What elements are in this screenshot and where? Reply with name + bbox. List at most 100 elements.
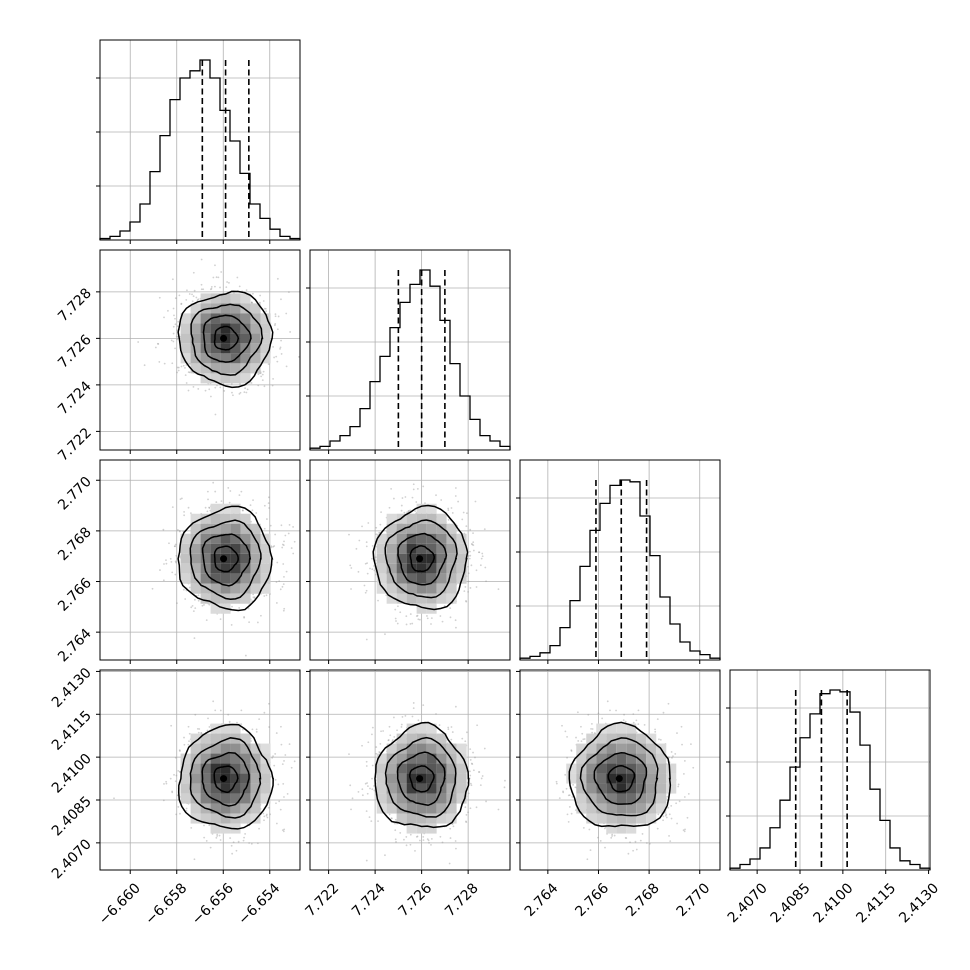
scatter-point bbox=[258, 718, 261, 721]
scatter-point bbox=[219, 618, 222, 621]
scatter-point bbox=[165, 562, 168, 565]
scatter-point bbox=[394, 617, 397, 620]
scatter-point bbox=[477, 771, 480, 773]
scatter-point bbox=[472, 544, 475, 547]
contour-level-1 bbox=[396, 751, 446, 807]
scatter-point bbox=[266, 813, 268, 816]
contour-level-1 bbox=[202, 314, 252, 363]
scatter-point bbox=[283, 760, 285, 762]
scatter-point bbox=[193, 637, 196, 640]
scatter-point bbox=[179, 530, 181, 533]
scatter-point bbox=[470, 762, 473, 765]
density-cell bbox=[436, 553, 447, 564]
scatter-point bbox=[363, 584, 366, 587]
scatter-point bbox=[441, 841, 444, 844]
density-cell bbox=[386, 773, 397, 784]
contour-level-2 bbox=[579, 737, 659, 817]
density-cell bbox=[456, 743, 467, 754]
scatter-point bbox=[424, 502, 426, 505]
scatter-point bbox=[179, 812, 181, 815]
scatter-point bbox=[165, 782, 168, 785]
density-cell bbox=[626, 823, 637, 834]
scatter-point bbox=[481, 775, 484, 777]
scatter-point bbox=[558, 797, 561, 800]
density-cell bbox=[220, 313, 231, 324]
scatter-point bbox=[184, 374, 187, 377]
scatter-point bbox=[447, 728, 450, 731]
density-cell bbox=[210, 773, 221, 784]
scatter-point bbox=[481, 555, 484, 558]
scatter-point bbox=[207, 498, 209, 501]
x-tick-label: −6.656 bbox=[189, 880, 237, 928]
scatter-point bbox=[604, 846, 606, 849]
scatter-point bbox=[664, 814, 667, 817]
scatter-point bbox=[566, 813, 569, 816]
scatter-point bbox=[214, 490, 217, 493]
density-cell bbox=[376, 753, 387, 764]
scatter-point bbox=[564, 773, 567, 776]
panel-content bbox=[151, 481, 296, 657]
scatter-point bbox=[186, 289, 188, 292]
scatter-point bbox=[203, 824, 205, 827]
density-cell bbox=[250, 573, 261, 584]
histogram-panel-0 bbox=[96, 39, 301, 244]
density-cell bbox=[180, 783, 191, 794]
scatter-point bbox=[570, 812, 573, 815]
density-cell bbox=[180, 543, 191, 554]
histogram-panel-2 bbox=[516, 459, 721, 664]
density-cell bbox=[180, 773, 191, 784]
density-cell bbox=[210, 293, 221, 304]
scatter-point bbox=[246, 388, 249, 391]
density-cell bbox=[396, 543, 407, 554]
density-cell bbox=[250, 783, 261, 794]
scatter-point bbox=[349, 784, 352, 787]
density-cell bbox=[656, 793, 667, 804]
scatter-point bbox=[683, 796, 686, 798]
density-cell bbox=[456, 763, 467, 774]
density-cell bbox=[406, 553, 417, 564]
scatter-point bbox=[165, 780, 168, 783]
scatter-point bbox=[162, 799, 165, 802]
y-tick-label: 7.724 bbox=[55, 378, 95, 418]
density-cell bbox=[220, 733, 231, 744]
scatter-point bbox=[197, 298, 200, 301]
scatter-point bbox=[282, 609, 285, 612]
scatter-point bbox=[388, 725, 391, 728]
scatter-point bbox=[279, 588, 282, 591]
scatter-point bbox=[357, 570, 360, 573]
density-cell bbox=[606, 763, 617, 774]
scatter-point bbox=[200, 732, 203, 734]
density-cell bbox=[406, 573, 417, 584]
scatter-point bbox=[273, 324, 276, 327]
scatter-point bbox=[390, 487, 393, 490]
scatter-point bbox=[163, 316, 165, 319]
scatter-point bbox=[591, 731, 594, 734]
density-cell bbox=[406, 793, 417, 804]
scatter-point bbox=[286, 792, 289, 795]
density-cell bbox=[436, 543, 447, 554]
density-cell bbox=[260, 743, 271, 754]
density-cell bbox=[436, 753, 447, 764]
scatter-point bbox=[469, 807, 472, 810]
density-cell bbox=[200, 543, 211, 554]
scatter-point bbox=[384, 854, 386, 857]
scatter-point bbox=[227, 487, 230, 489]
density-cell bbox=[596, 763, 607, 774]
density-cell bbox=[456, 563, 467, 574]
scatter-point bbox=[190, 826, 193, 829]
scatter-point bbox=[223, 390, 226, 392]
scatter-point bbox=[277, 315, 280, 318]
scatter-point bbox=[288, 291, 290, 293]
density-cell bbox=[260, 353, 271, 364]
scatter-point bbox=[212, 700, 215, 703]
scatter-point bbox=[449, 607, 452, 610]
scatter-point bbox=[215, 836, 218, 839]
scatter-point bbox=[190, 606, 193, 609]
density-cell bbox=[240, 773, 251, 784]
density-cell bbox=[210, 363, 221, 374]
density-cell bbox=[250, 363, 261, 374]
scatter-point bbox=[163, 563, 165, 565]
density-cell bbox=[230, 743, 241, 754]
density-cell bbox=[220, 343, 231, 354]
